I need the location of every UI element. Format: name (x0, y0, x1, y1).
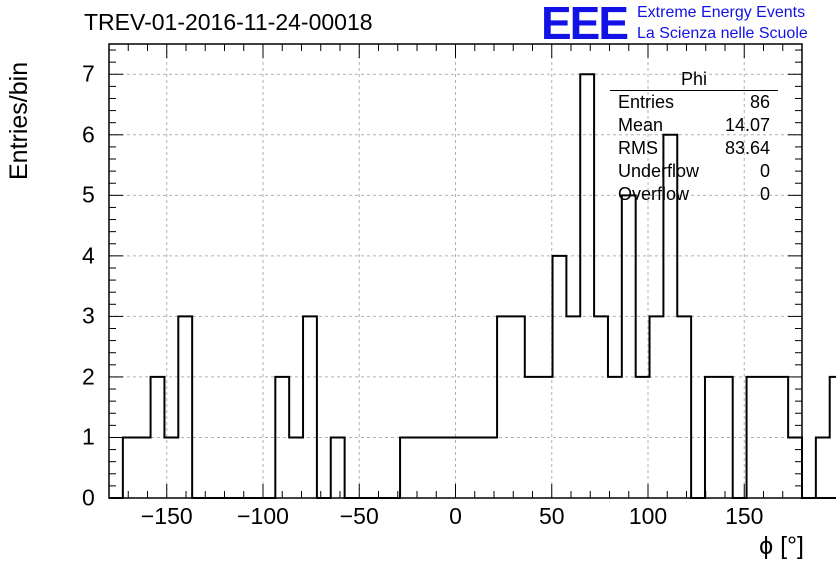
stats-row-overflow: Overflow 0 (610, 183, 778, 206)
y-tick-label: 2 (82, 363, 95, 390)
stats-value: 14.07 (724, 115, 770, 135)
histogram-bin (830, 377, 836, 498)
histogram-bin (566, 316, 580, 498)
x-tick-label: −50 (339, 503, 379, 529)
histogram-bin (816, 437, 830, 498)
y-axis-label: Entries/bin (5, 61, 33, 180)
x-tick-label: 50 (538, 503, 565, 529)
stats-value: 0 (759, 184, 770, 204)
histogram-bin (650, 316, 664, 498)
histogram-bin (525, 377, 539, 498)
histogram-bin (275, 377, 289, 498)
y-tick-label: 4 (82, 242, 95, 269)
histogram-bin (788, 437, 802, 498)
stats-label: Overflow (618, 184, 690, 204)
histogram-bin (580, 74, 594, 498)
histogram-bin (719, 377, 733, 498)
logo-line-2: La Scienza nelle Scuole (637, 25, 808, 42)
histogram-bin (594, 316, 608, 498)
x-tick-label: 150 (725, 503, 764, 529)
stats-row-entries: Entries 86 (610, 91, 778, 114)
histogram-bin (442, 437, 456, 498)
histogram-bin (636, 377, 650, 498)
y-tick-label: 5 (82, 181, 95, 208)
histogram-bin (608, 377, 622, 498)
eee-logo: EEE (541, 0, 629, 49)
histogram-bin (539, 377, 553, 498)
histogram-bin (303, 316, 317, 498)
y-tick-label: 6 (82, 121, 95, 148)
stats-value: 86 (749, 92, 770, 112)
histogram-bin (705, 377, 719, 498)
x-axis-label: ϕ [°] (759, 532, 804, 560)
histogram-bin (469, 437, 483, 498)
histogram-bin (677, 316, 691, 498)
histogram-bin (137, 437, 151, 498)
stats-value: 0 (759, 161, 770, 181)
logo-line-1: Extreme Energy Events (637, 4, 806, 21)
histogram-bin (747, 377, 761, 498)
y-tick-label: 7 (82, 60, 95, 87)
stats-row-rms: RMS 83.64 (610, 137, 778, 160)
histogram-bin (622, 195, 636, 498)
stats-box: Phi Entries 86 Mean 14.07 RMS 83.64 Underfl… (610, 68, 778, 206)
histogram-bin (151, 377, 165, 498)
stats-value: 83.64 (724, 138, 770, 158)
y-tick-label: 0 (82, 484, 95, 511)
histogram-bin (483, 437, 497, 498)
x-tick-label: −150 (140, 503, 193, 529)
histogram-bin (456, 437, 470, 498)
x-tick-label: 0 (449, 503, 462, 529)
histogram-bin (178, 316, 192, 498)
histogram-bin (428, 437, 442, 498)
histogram-bin (400, 437, 414, 498)
stats-title: Phi (610, 68, 778, 91)
histogram-bin (331, 437, 345, 498)
histogram-bin (511, 316, 525, 498)
stats-row-underflow: Underflow 0 (610, 160, 778, 183)
x-tick-label: −100 (237, 503, 289, 529)
y-tick-label: 1 (82, 423, 95, 450)
y-tick-label: 3 (82, 302, 95, 329)
histogram-bin (553, 256, 567, 498)
x-tick-label: 100 (628, 503, 668, 529)
stats-label: Underflow (618, 161, 700, 181)
chart-title: TREV-01-2016-11-24-00018 (84, 9, 373, 35)
stats-label: Entries (618, 92, 675, 112)
histogram-bin (760, 377, 774, 498)
histogram-bin (123, 437, 137, 498)
stats-label: Mean (618, 115, 664, 135)
stats-label: RMS (618, 138, 658, 158)
histogram-bin (497, 316, 511, 498)
histogram-bin (774, 377, 788, 498)
histogram-bin (414, 437, 428, 498)
histogram-bin (289, 437, 303, 498)
stats-row-mean: Mean 14.07 (610, 114, 778, 137)
